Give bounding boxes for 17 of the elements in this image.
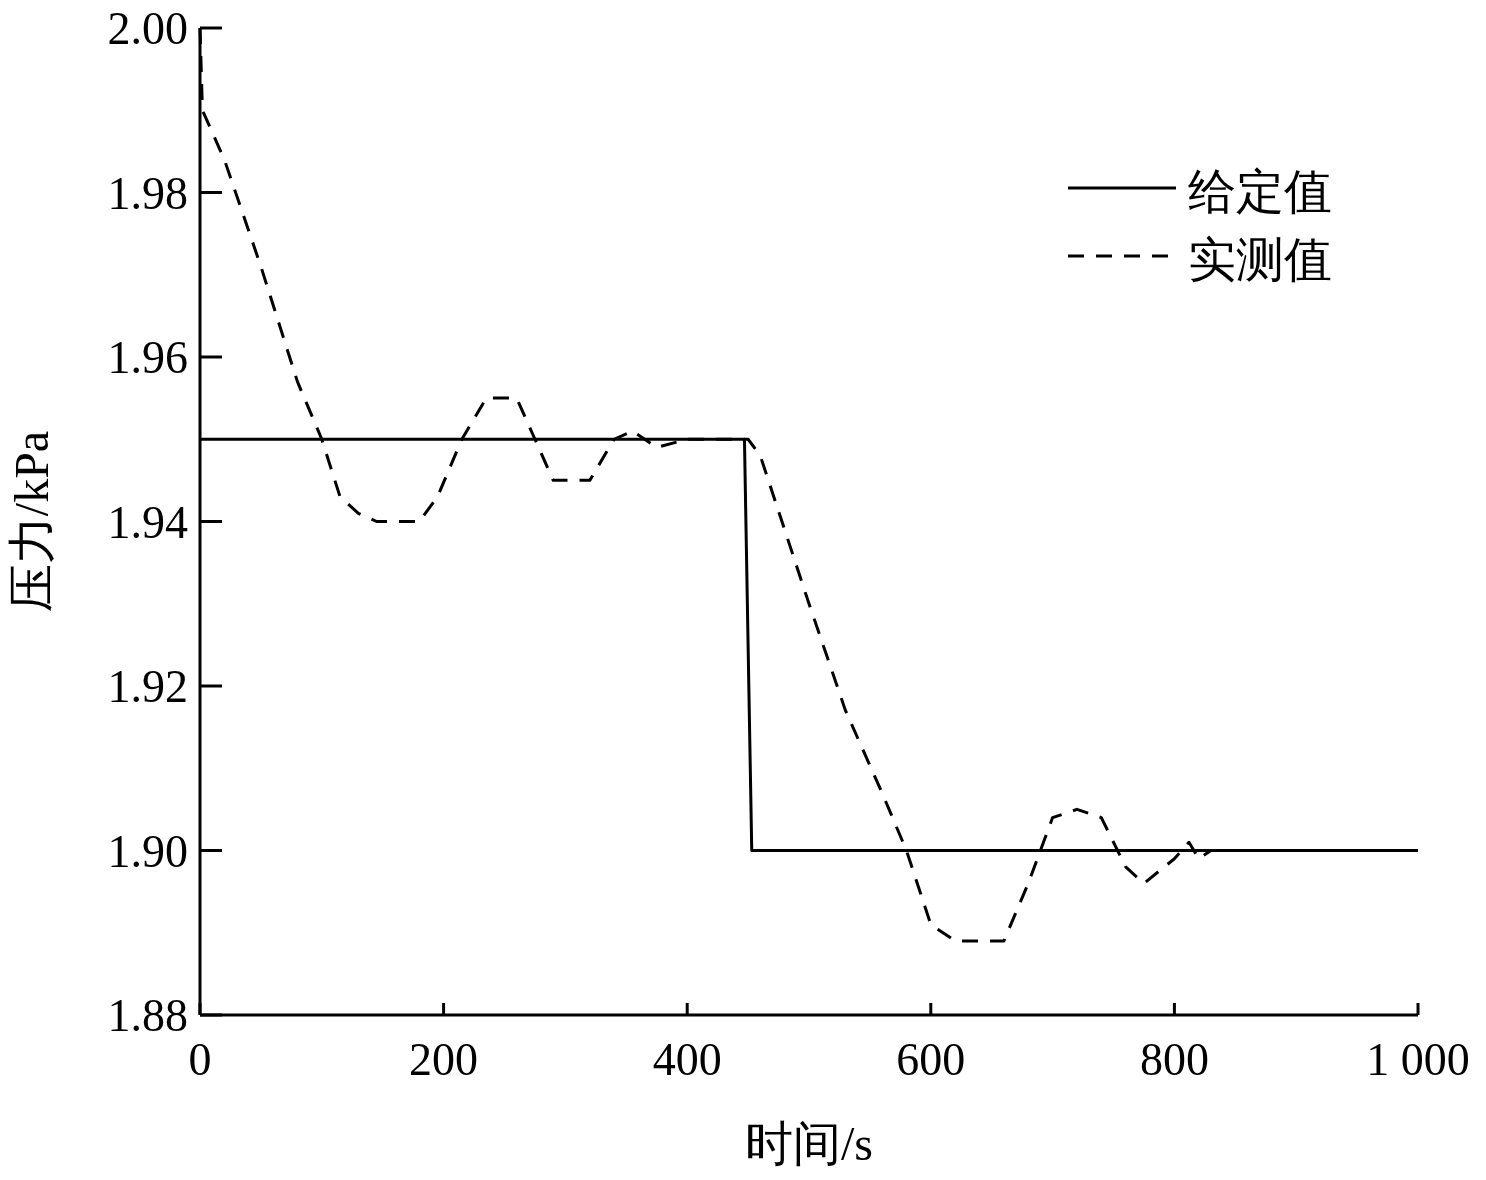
- y-tick-label: 1.92: [107, 661, 188, 712]
- x-axis-title: 时间/s: [744, 1117, 874, 1170]
- legend-label: 实测值: [1188, 233, 1332, 286]
- legend-label: 给定值: [1188, 165, 1332, 218]
- y-tick-label: 1.94: [107, 496, 188, 548]
- x-tick-label: 200: [409, 1034, 479, 1085]
- x-tick-label: 0: [188, 1034, 212, 1085]
- y-axis-title: 压力/kPa: [5, 430, 58, 613]
- x-tick-label: 800: [1139, 1034, 1209, 1085]
- y-tick-label: 1.88: [107, 990, 188, 1041]
- x-tick-label: 400: [652, 1034, 722, 1085]
- x-tick-label: 1 000: [1366, 1034, 1470, 1085]
- x-tick-label: 600: [896, 1034, 966, 1085]
- y-tick-label: 1.98: [107, 167, 188, 219]
- y-tick-label: 2.00: [107, 3, 188, 54]
- y-tick-label: 1.90: [107, 825, 188, 877]
- y-tick-label: 1.96: [107, 332, 188, 383]
